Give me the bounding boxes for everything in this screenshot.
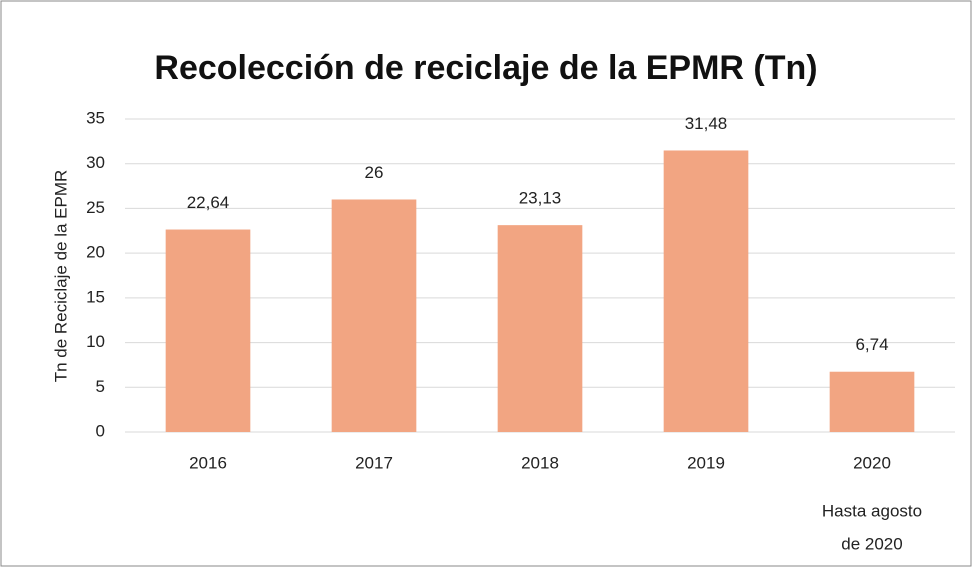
bar: [829, 371, 915, 432]
y-tick-label: 20: [86, 243, 105, 262]
chart-title: Recolección de reciclaje de la EPMR (Tn): [154, 49, 817, 87]
data-label: 6,74: [855, 335, 888, 354]
y-tick-label: 15: [86, 287, 105, 306]
y-tick-label: 0: [96, 421, 105, 440]
x-tick-label: 2020: [853, 453, 891, 472]
bar: [331, 199, 417, 432]
y-axis-label: Tn de Reciclaje de la EPMR: [51, 170, 70, 383]
bar: [663, 150, 749, 432]
data-label: 26: [365, 163, 384, 182]
y-tick-label: 10: [86, 332, 105, 351]
y-tick-label: 5: [96, 377, 105, 396]
annotation: de 2020: [841, 534, 902, 553]
annotation: Hasta agosto: [822, 501, 922, 520]
data-label: 22,64: [187, 193, 230, 212]
y-tick-label: 30: [86, 153, 105, 172]
data-label: 23,13: [519, 189, 562, 208]
x-tick-label: 2016: [189, 453, 227, 472]
x-tick-label: 2017: [355, 453, 393, 472]
x-tick-label: 2018: [521, 453, 559, 472]
bar: [165, 229, 251, 432]
x-tick-label: 2019: [687, 453, 725, 472]
data-label: 31,48: [685, 114, 728, 133]
y-tick-label: 25: [86, 198, 105, 217]
y-tick-label: 35: [86, 108, 105, 127]
bar: [497, 225, 583, 432]
